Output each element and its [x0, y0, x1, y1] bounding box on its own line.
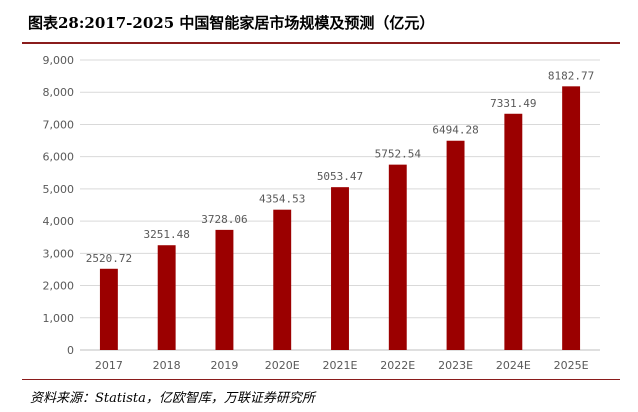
data-label: 5053.47	[317, 170, 363, 183]
chart-title: 图表28:2017-2025 中国智能家居市场规模及预测（亿元）	[28, 14, 435, 32]
x-tick-label: 2025E	[554, 359, 589, 372]
bar	[562, 86, 581, 351]
y-tick-label: 0	[67, 344, 74, 357]
y-tick-label: 1,000	[43, 312, 75, 325]
x-tick-label: 2024E	[496, 359, 531, 372]
bar-chart: 0 1,000 2,000 3,000 4,000 5,000 6,000 7,000 8,00…	[43, 54, 600, 372]
footer-divider	[22, 379, 620, 380]
bar	[273, 209, 292, 350]
x-tick-label: 2023E	[438, 359, 473, 372]
data-labels: 2520.72 3251.48 3728.06 4354.53 5053.47 5752.…	[86, 69, 595, 264]
y-tick-label: 4,000	[43, 215, 75, 228]
data-label: 6494.28	[432, 124, 478, 137]
y-tick-label: 9,000	[43, 54, 75, 67]
y-tick-label: 7,000	[43, 118, 75, 131]
y-tick-label: 8,000	[43, 86, 75, 99]
data-label: 3728.06	[201, 213, 247, 226]
bar	[215, 229, 234, 350]
bar	[331, 187, 349, 350]
data-label: 4354.53	[259, 193, 305, 206]
bar	[446, 140, 465, 350]
data-label: 5752.54	[375, 148, 422, 161]
x-tick-label: 2017	[95, 359, 123, 372]
x-tick-label: 2020E	[265, 359, 300, 372]
y-tick-label: 5,000	[43, 183, 75, 196]
title-bar: 图表28:2017-2025 中国智能家居市场规模及预测（亿元）	[22, 0, 620, 44]
bar	[99, 268, 118, 350]
data-label: 2520.72	[86, 252, 132, 265]
data-label: 8182.77	[548, 69, 594, 82]
x-tick-label: 2022E	[380, 359, 415, 372]
x-tick-label: 2021E	[323, 359, 358, 372]
bar	[157, 245, 176, 350]
y-tick-label: 2,000	[43, 280, 75, 293]
x-axis-ticks: 2017 2018 2019 2020E 2021E 2022E 2023E 2024E 202…	[95, 359, 589, 372]
source-note: 资料来源：Statista，亿欧智库，万联证券研究所	[30, 391, 315, 406]
data-label: 7331.49	[490, 97, 536, 110]
x-tick-label: 2019	[210, 359, 238, 372]
y-tick-label: 6,000	[43, 151, 75, 164]
y-axis-ticks: 0 1,000 2,000 3,000 4,000 5,000 6,000 7,000 8,00…	[43, 54, 75, 357]
bars	[99, 86, 581, 351]
chart-area: 0 1,000 2,000 3,000 4,000 5,000 6,000 7,000 8,00…	[22, 44, 620, 374]
data-label: 3251.48	[143, 228, 189, 241]
bar	[504, 113, 523, 351]
bar	[388, 164, 407, 350]
y-tick-label: 3,000	[43, 247, 75, 260]
x-tick-label: 2018	[153, 359, 181, 372]
